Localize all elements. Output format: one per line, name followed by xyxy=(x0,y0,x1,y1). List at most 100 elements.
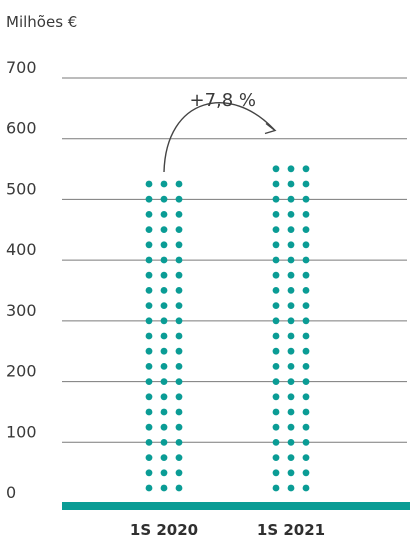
y-tick-label: 400 xyxy=(6,240,37,259)
bar-dot xyxy=(302,469,310,477)
bar-dot xyxy=(145,317,153,325)
bar-dot xyxy=(302,256,310,264)
bar-dot xyxy=(287,439,295,446)
growth-arrow xyxy=(163,102,276,173)
bar-dot xyxy=(287,226,295,234)
bar-dot xyxy=(145,195,153,203)
y-tick-label: 100 xyxy=(6,422,37,441)
bar-dot xyxy=(145,271,153,279)
bar-dot xyxy=(145,423,153,431)
bar-dot xyxy=(287,317,295,325)
bar-dot xyxy=(160,226,168,234)
bar-dot xyxy=(175,378,183,385)
bar-dot xyxy=(272,211,280,218)
bar-dot xyxy=(160,378,168,385)
bar-dot xyxy=(145,484,153,492)
y-tick-label: 0 xyxy=(6,483,16,502)
bar-dot xyxy=(272,302,280,309)
bar-dot xyxy=(175,226,183,234)
bar-dot xyxy=(272,165,280,173)
bar-dot xyxy=(160,302,168,309)
bar-dot xyxy=(287,256,295,264)
bar-dot xyxy=(302,317,310,325)
bar-dot xyxy=(145,332,153,340)
bar-dot xyxy=(145,180,153,188)
bar-dot xyxy=(175,287,183,294)
bar-dot xyxy=(272,378,280,385)
bar-dot xyxy=(302,439,310,446)
bar-dot xyxy=(175,317,183,325)
bar-dot xyxy=(160,423,168,431)
bar-dot xyxy=(272,241,280,249)
gridlines xyxy=(62,77,407,443)
bar-dot xyxy=(175,408,183,416)
bar-dot xyxy=(175,454,183,461)
bar-dot xyxy=(160,287,168,294)
bar-dot xyxy=(145,347,153,355)
bar-dot xyxy=(160,180,168,188)
baseline xyxy=(62,502,410,510)
bar-dot xyxy=(287,332,295,340)
bar-dot xyxy=(272,408,280,416)
bar-dot xyxy=(302,226,310,234)
bar-dot xyxy=(272,423,280,431)
bar-dot xyxy=(287,287,295,294)
bar-dot xyxy=(175,393,183,401)
bar-dot xyxy=(302,211,310,218)
bar-dot xyxy=(302,287,310,294)
bar-dot xyxy=(160,469,168,477)
bar-dot xyxy=(160,211,168,218)
bar-dot xyxy=(302,393,310,401)
bar-dot xyxy=(302,302,310,309)
category-label: 1S 2020 xyxy=(130,521,198,539)
bar-dot xyxy=(302,332,310,340)
bar-dot xyxy=(272,226,280,234)
bar-dot xyxy=(302,347,310,355)
category-labels: 1S 2020 1S 2021 xyxy=(130,521,325,539)
bar-dot xyxy=(160,454,168,461)
bar-dot xyxy=(302,195,310,203)
bar-dot xyxy=(287,165,295,173)
bar-dot xyxy=(272,256,280,264)
bar-dot xyxy=(272,469,280,477)
bar-dot xyxy=(145,439,153,446)
unit-label: Milhões € xyxy=(6,13,77,31)
dot-bars xyxy=(145,165,310,492)
bar-dot xyxy=(272,347,280,355)
bar-dot xyxy=(302,180,310,188)
y-tick-label: 300 xyxy=(6,301,37,320)
bar-dot xyxy=(175,256,183,264)
bar-dot xyxy=(287,271,295,279)
bar-dot xyxy=(272,439,280,446)
bar-dot xyxy=(175,271,183,279)
bar-dot xyxy=(145,256,153,264)
bar-dot xyxy=(287,393,295,401)
bar-dot xyxy=(272,195,280,203)
growth-annotation: +7,8 % xyxy=(163,90,277,173)
bar-dot xyxy=(145,454,153,461)
bar-dot xyxy=(160,317,168,325)
bar-dot xyxy=(175,180,183,188)
y-axis-ticks: 0 100 200 300 400 500 600 700 xyxy=(6,58,37,502)
bar-dot xyxy=(287,423,295,431)
growth-arrow-head xyxy=(264,122,277,135)
bar-dot xyxy=(302,363,310,370)
bar-dot xyxy=(160,241,168,249)
bar-dot xyxy=(145,393,153,401)
bar-dot xyxy=(302,271,310,279)
bar-dot xyxy=(302,484,310,492)
bar-dot xyxy=(302,423,310,431)
bar-dot xyxy=(145,408,153,416)
bar-dot xyxy=(175,302,183,309)
bar-dot xyxy=(302,454,310,461)
bar-dot xyxy=(302,378,310,385)
bar-dot xyxy=(287,195,295,203)
bar-dot xyxy=(175,211,183,218)
bar-dot xyxy=(160,195,168,203)
bar-dot xyxy=(160,347,168,355)
bar-dot xyxy=(272,180,280,188)
bar-dot xyxy=(160,408,168,416)
bar-dot xyxy=(175,439,183,446)
category-label: 1S 2021 xyxy=(257,521,325,539)
